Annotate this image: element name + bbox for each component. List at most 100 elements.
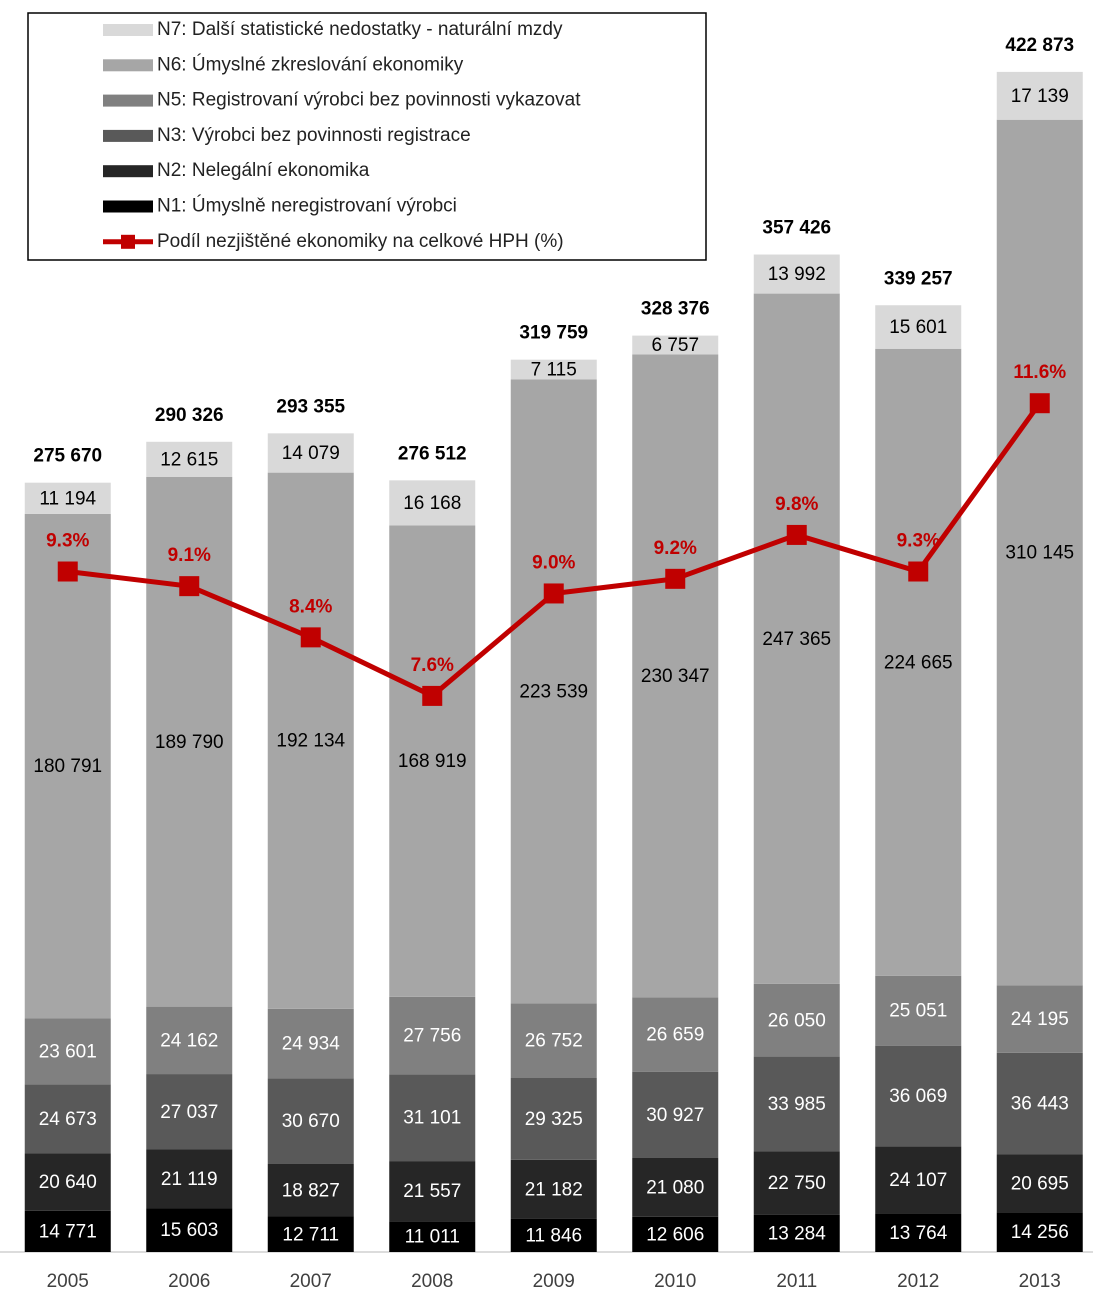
bar-segment	[146, 1149, 233, 1209]
x-tick-label: 2012	[897, 1271, 939, 1292]
bar-segment	[24, 1210, 111, 1252]
x-tick-label: 2013	[1019, 1271, 1061, 1292]
legend-label: N6: Úmyslné zkreslování ekonomiky	[157, 53, 464, 75]
segment-label: 36 443	[1011, 1094, 1069, 1115]
bar-segment	[510, 1003, 597, 1078]
bar-segment	[24, 1018, 111, 1085]
segment-label: 26 659	[646, 1025, 704, 1046]
bar-segment	[24, 513, 111, 1019]
segment-label: 14 079	[282, 443, 340, 464]
line-value-label: 11.6%	[1013, 362, 1066, 383]
line-value-label: 9.0%	[532, 552, 575, 573]
segment-label: 24 673	[39, 1109, 97, 1130]
bar-segment	[996, 1212, 1083, 1252]
segment-label: 230 347	[641, 666, 710, 687]
bar-segment	[24, 1153, 111, 1211]
segment-label: 12 606	[646, 1224, 704, 1245]
segment-label: 14 256	[1011, 1222, 1069, 1243]
legend-swatch	[103, 129, 153, 142]
bar-segment	[632, 335, 719, 355]
total-label: 290 326	[155, 405, 224, 426]
bar-segment	[389, 480, 476, 526]
x-tick-label: 2008	[411, 1271, 453, 1292]
bar-segment	[875, 1045, 962, 1147]
x-tick-label: 2009	[533, 1271, 575, 1292]
bar-segment	[753, 1151, 840, 1215]
bar-segment	[267, 1163, 354, 1217]
segment-label: 26 050	[768, 1010, 826, 1031]
bar-segment	[753, 1214, 840, 1252]
segment-label: 11 011	[405, 1227, 460, 1248]
total-label: 275 670	[33, 446, 102, 467]
bar-segment	[632, 997, 719, 1072]
segment-label: 247 365	[762, 629, 831, 650]
bar-segment	[996, 1154, 1083, 1213]
bar-segment	[875, 975, 962, 1046]
segment-label: 22 750	[768, 1173, 826, 1194]
segment-label: 13 992	[768, 264, 826, 285]
bar-segment	[632, 1157, 719, 1217]
segment-label: 7 115	[531, 360, 577, 381]
segment-label: 15 601	[889, 317, 947, 338]
segment-label: 16 168	[403, 493, 461, 514]
bar-segment	[267, 472, 354, 1009]
total-label: 422 873	[1005, 35, 1074, 56]
bar-segment	[146, 1006, 233, 1075]
legend-label: N5: Registrovaní výrobci bez povinnosti …	[157, 90, 581, 111]
bar-segment	[24, 482, 111, 514]
bar-segment	[24, 1084, 111, 1154]
segment-label: 6 757	[651, 335, 699, 356]
segment-label: 27 756	[403, 1026, 461, 1047]
segment-label: 30 927	[646, 1105, 704, 1126]
segment-label: 29 325	[525, 1109, 583, 1130]
line-value-label: 7.6%	[411, 655, 454, 676]
bar-segment	[146, 1074, 233, 1150]
line-value-label: 9.1%	[168, 545, 211, 566]
segment-label: 20 640	[39, 1172, 97, 1193]
bar-segment	[146, 441, 233, 477]
legend-label: N3: Výrobci bez povinnosti registrace	[157, 125, 471, 146]
line-marker	[908, 561, 929, 582]
x-tick-label: 2005	[47, 1271, 89, 1292]
segment-label: 15 603	[160, 1220, 218, 1241]
bar-segment	[632, 354, 719, 998]
line-marker	[1029, 393, 1050, 414]
segment-label: 180 791	[33, 756, 102, 777]
bar-segment	[632, 1216, 719, 1252]
segment-label: 192 134	[276, 731, 345, 752]
bar-segment	[267, 1078, 354, 1164]
x-tick-label: 2007	[290, 1271, 332, 1292]
bar-segment	[146, 476, 233, 1007]
total-label: 319 759	[519, 323, 588, 344]
legend-swatch	[121, 234, 135, 249]
segment-label: 24 107	[889, 1170, 947, 1191]
legend-label: Podíl nezjištěné ekonomiky na celkové HP…	[157, 231, 564, 252]
x-tick-label: 2010	[654, 1271, 696, 1292]
total-label: 357 426	[762, 218, 831, 239]
segment-label: 27 037	[160, 1102, 218, 1123]
segment-label: 12 711	[282, 1224, 339, 1245]
x-tick-label: 2011	[776, 1271, 817, 1292]
segment-label: 30 670	[282, 1111, 340, 1132]
bar-segment	[996, 71, 1083, 120]
total-label: 339 257	[884, 268, 953, 289]
bar-segment	[996, 985, 1083, 1053]
line-value-label: 9.3%	[897, 531, 940, 552]
segment-label: 21 080	[646, 1177, 704, 1198]
bar-segment	[996, 1052, 1083, 1155]
bar-segment	[753, 983, 840, 1057]
line-marker	[300, 627, 321, 648]
bar-segment	[875, 1146, 962, 1214]
line-marker	[786, 524, 807, 545]
segment-label: 13 284	[768, 1223, 827, 1244]
legend-label: N7: Další statistické nedostatky - natur…	[157, 19, 563, 40]
total-label: 276 512	[398, 443, 467, 464]
segment-label: 24 162	[160, 1030, 218, 1051]
line-marker	[57, 561, 78, 582]
bar-segment	[389, 1074, 476, 1162]
segment-label: 25 051	[889, 1001, 947, 1022]
legend-swatch	[103, 94, 153, 107]
segment-label: 21 182	[525, 1179, 583, 1200]
bar-segment	[632, 1071, 719, 1158]
legend-swatch	[103, 165, 153, 178]
